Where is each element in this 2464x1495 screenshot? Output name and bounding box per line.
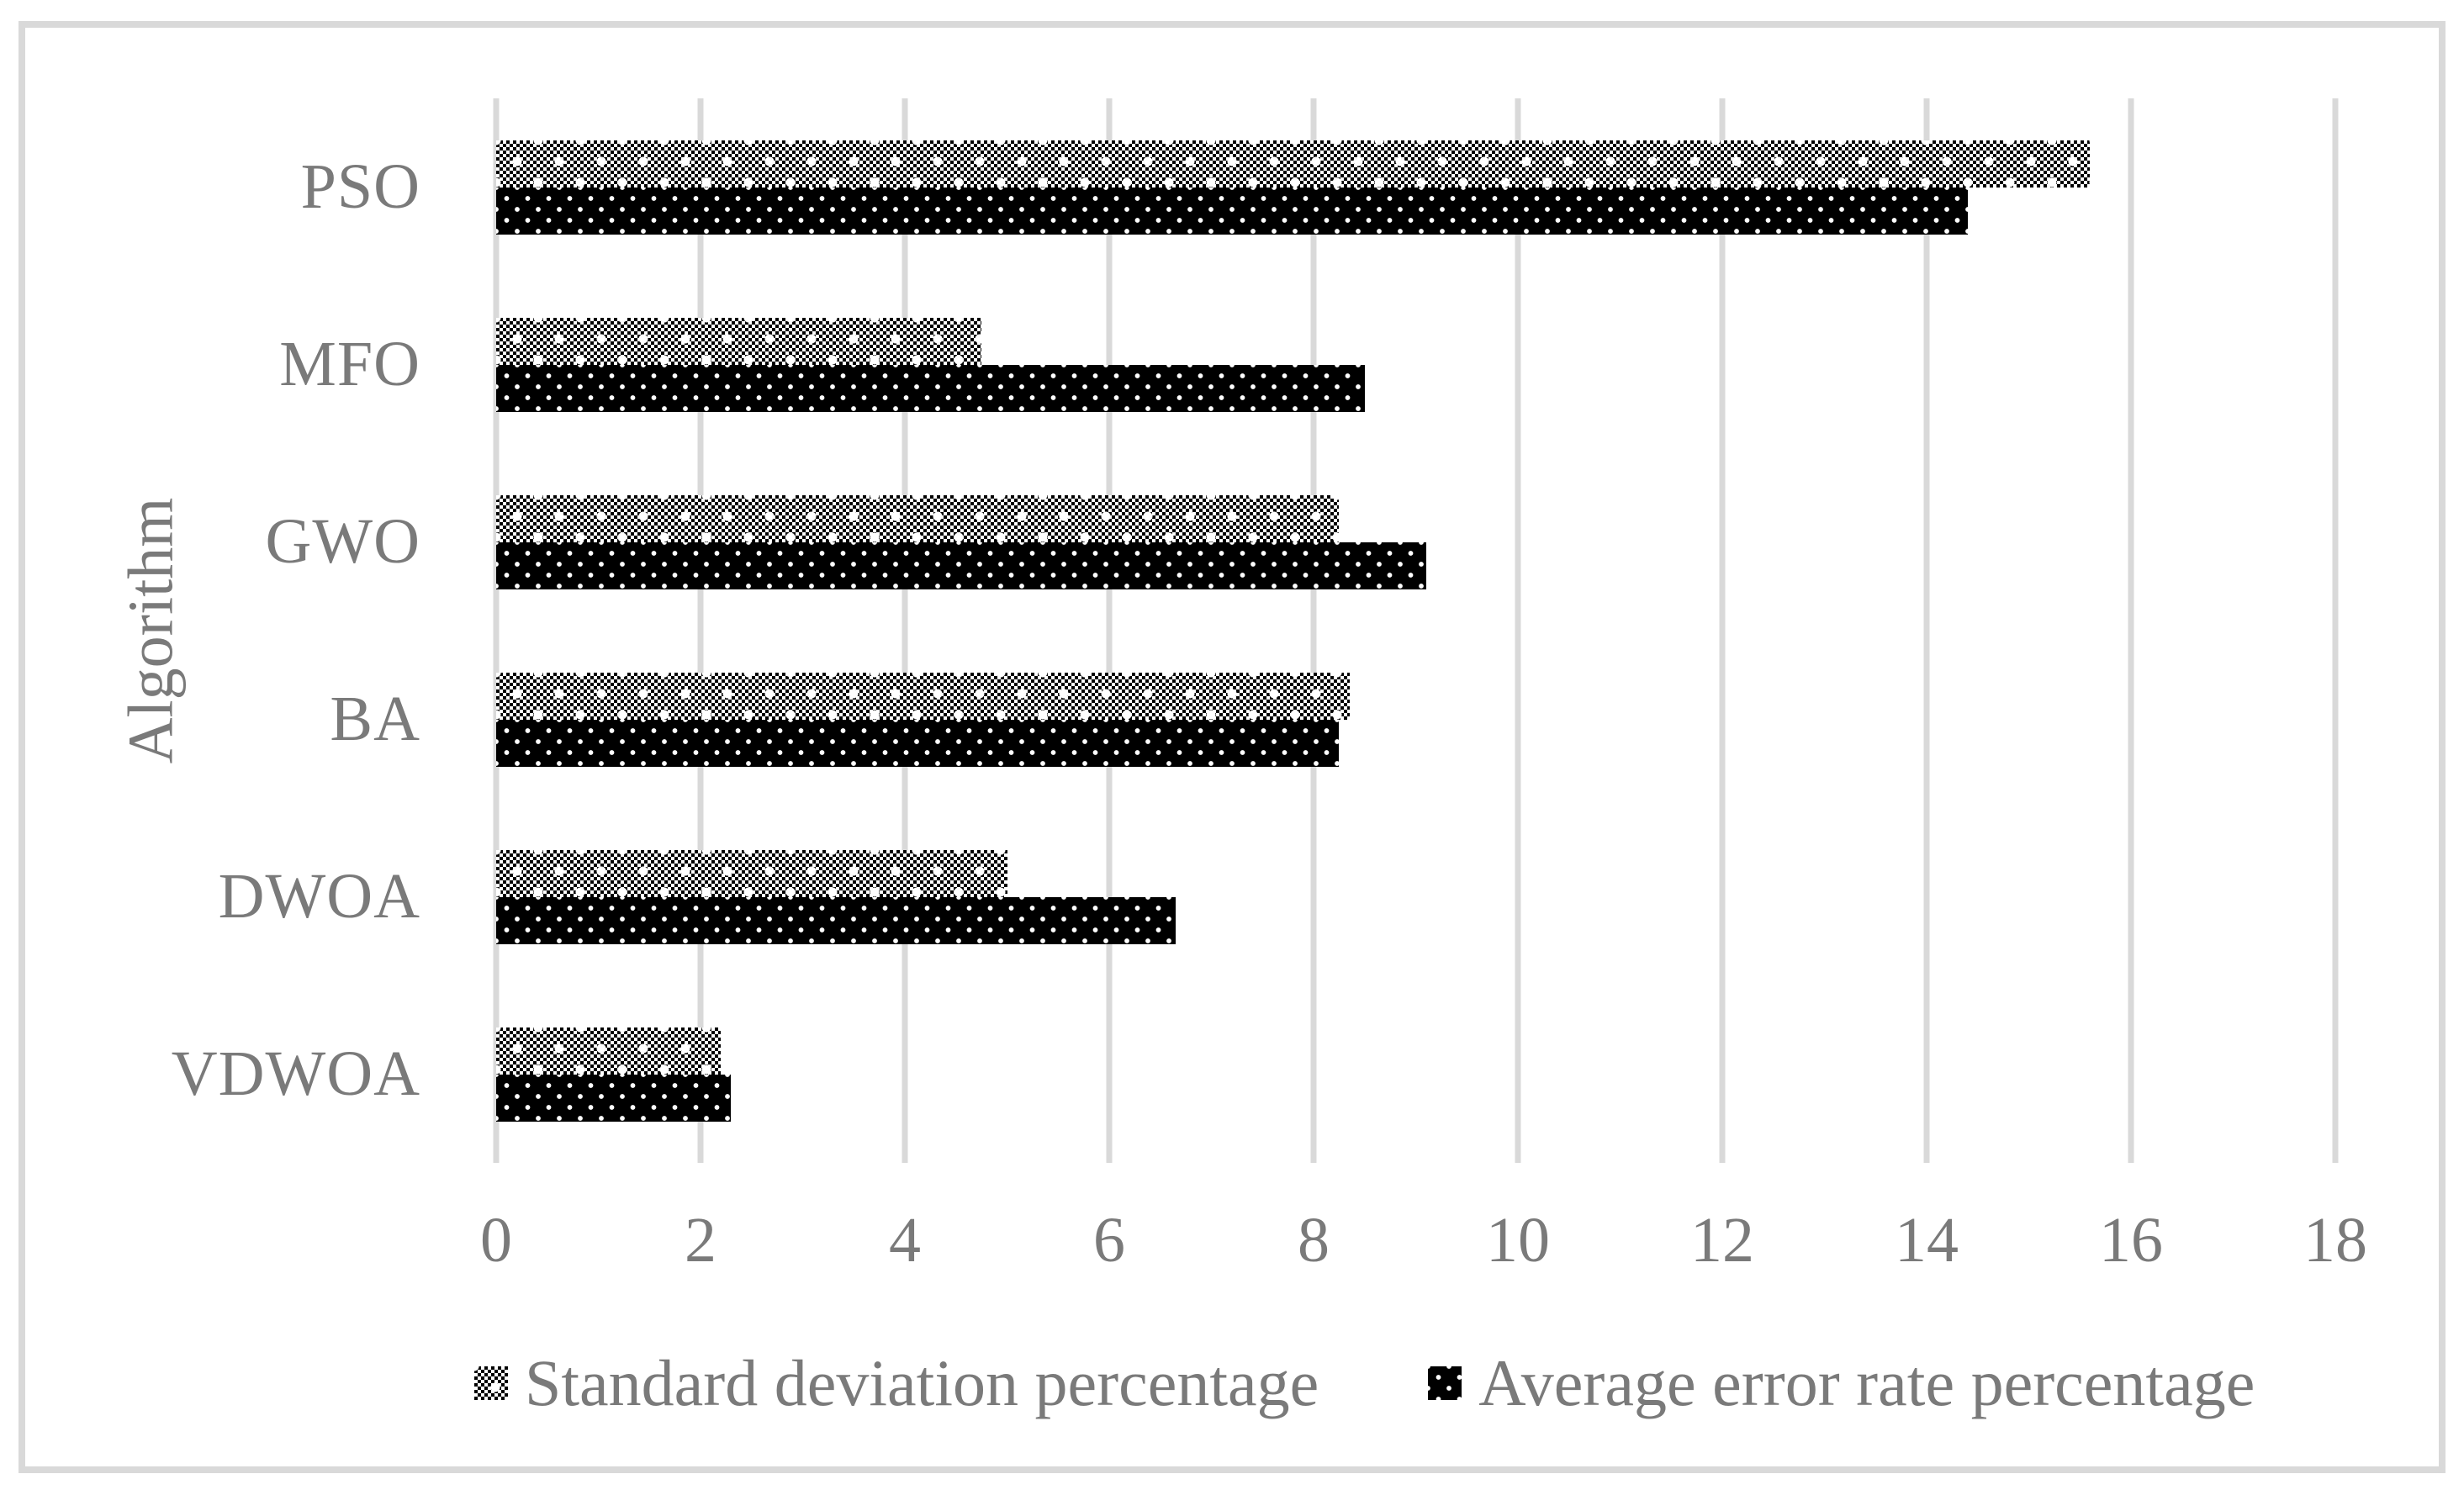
plot-area: [493, 98, 2339, 1163]
category-label: DWOA: [218, 861, 420, 932]
legend-item-standard-deviation: Standard deviation percentage: [474, 1345, 1319, 1421]
gridline: [902, 98, 908, 1163]
bar-dwoa-series-0: [496, 849, 1007, 897]
gridline: [1106, 98, 1113, 1163]
category-label: GWO: [265, 506, 420, 577]
bar-vdwoa-series-1: [496, 1074, 732, 1122]
legend-item-average-error-rate: Average error rate percentage: [1428, 1345, 2255, 1421]
gridline: [2332, 98, 2339, 1163]
checker-pattern-swatch-icon: [474, 1366, 508, 1400]
bar-gwo-series-0: [496, 494, 1340, 542]
x-axis-tick-labels: 0 2 4 6 8 10 12 14 16 18: [480, 1204, 2367, 1288]
gridline: [1515, 98, 1521, 1163]
dot-pattern-swatch-icon: [1428, 1366, 1462, 1400]
y-axis-category-labels: PSO MFO GWO BA DWOA VDWOA: [0, 98, 420, 1163]
category-label: BA: [330, 684, 420, 754]
x-tick-label: 6: [1093, 1205, 1125, 1276]
gridline: [2128, 98, 2134, 1163]
x-tick-label: 2: [685, 1205, 716, 1276]
x-tick-label: 8: [1298, 1205, 1330, 1276]
bar-group-vdwoa: [496, 985, 2335, 1163]
gridline: [1719, 98, 1726, 1163]
gridline: [1310, 98, 1317, 1163]
legend-label: Average error rate percentage: [1478, 1346, 2255, 1419]
bar-group-gwo: [496, 453, 2335, 631]
gridline: [493, 98, 500, 1163]
bar-ba-series-1: [496, 719, 1340, 767]
category-label: MFO: [279, 329, 420, 399]
bar-group-ba: [496, 631, 2335, 808]
legend: Standard deviation percentage Average er…: [474, 1345, 2255, 1421]
bar-dwoa-series-1: [496, 896, 1176, 944]
x-tick-label: 10: [1486, 1205, 1550, 1276]
figure-border: [19, 21, 2445, 1473]
bar-pso-series-1: [496, 187, 1968, 235]
x-tick-label: 16: [2099, 1205, 2163, 1276]
x-tick-label: 12: [1690, 1205, 1754, 1276]
legend-label: Standard deviation percentage: [525, 1346, 1319, 1419]
bar-group-pso: [496, 98, 2335, 276]
bar-group-mfo: [496, 276, 2335, 453]
bar-pso-series-0: [496, 140, 2091, 188]
gridline: [697, 98, 704, 1163]
x-tick-label: 4: [889, 1205, 921, 1276]
bar-vdwoa-series-0: [496, 1027, 722, 1075]
x-tick-label: 0: [480, 1205, 512, 1276]
bar-mfo-series-0: [496, 317, 982, 365]
category-label: VDWOA: [171, 1038, 420, 1109]
bar-mfo-series-1: [496, 364, 1365, 412]
gridline: [1923, 98, 1930, 1163]
bar-gwo-series-1: [496, 541, 1426, 589]
bar-group-dwoa: [496, 808, 2335, 985]
category-label: PSO: [300, 151, 420, 222]
x-tick-label: 18: [2303, 1205, 2367, 1276]
bar-ba-series-0: [496, 672, 1350, 720]
x-tick-label: 14: [1895, 1205, 1959, 1276]
bars-layer: [496, 98, 2335, 1163]
